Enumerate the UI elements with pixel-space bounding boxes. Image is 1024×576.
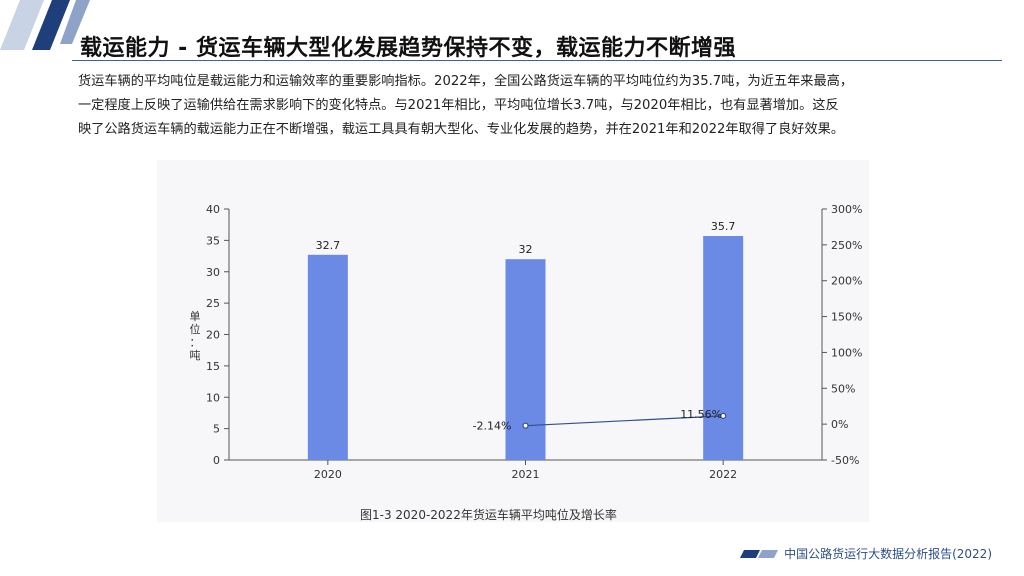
bar <box>307 254 348 460</box>
bar-data-label: 35.7 <box>711 220 736 233</box>
bar <box>703 235 744 460</box>
tonnage-growth-chart: 0 5 10 15 20 25 30 35 40 -50% 0% 50% 100% 150% 200% 250… <box>190 203 863 481</box>
bar-data-label: 32 <box>519 243 533 256</box>
x-tick-label: 2021 <box>512 468 540 481</box>
y-right-tick-label: 100% <box>831 346 862 359</box>
growth-line <box>525 415 724 427</box>
chart-panel: 0 5 10 15 20 25 30 35 40 -50% 0% 50% 100% 150% 200% 250… <box>157 160 869 522</box>
header-decoration <box>0 0 90 50</box>
footer-report-title: 中国公路货运行大数据分析报告(2022) <box>784 547 992 561</box>
y-right-tick-label: 50% <box>831 382 855 395</box>
title-divider <box>72 60 1002 61</box>
growth-point <box>720 412 727 419</box>
bar-data-label: 32.7 <box>316 239 341 252</box>
y-axis-title: 单位：吨 <box>190 310 201 362</box>
bar <box>505 259 546 460</box>
y-right-tick-label: 250% <box>831 239 862 252</box>
y-right-tick-label: 0% <box>831 418 848 431</box>
y-left-tick-label: 30 <box>206 266 220 279</box>
intro-line: 货运车辆的平均吨位是载运能力和运输效率的重要影响指标。2022年，全国公路货运车… <box>78 74 854 89</box>
y-right-tick-label: -50% <box>831 454 859 467</box>
growth-data-label: 11.56% <box>680 408 722 421</box>
y-left-tick-label: 40 <box>206 203 220 216</box>
y-left-tick-label: 0 <box>213 454 220 467</box>
intro-line: 一定程度上反映了运输供给在需求影响下的变化特点。与2021年相比，平均吨位增长3… <box>78 98 839 113</box>
y-left-tick-label: 35 <box>206 234 220 247</box>
y-left-tick-label: 20 <box>206 329 220 342</box>
x-tick-label: 2022 <box>709 468 737 481</box>
y-right-tick-label: 150% <box>831 311 862 324</box>
y-right-tick-label: 200% <box>831 275 862 288</box>
page-title: 载运能力 - 货运车辆大型化发展趋势保持不变，载运能力不断增强 <box>80 36 736 61</box>
chart-caption: 图1-3 2020-2022年货运车辆平均吨位及增长率 <box>360 508 617 522</box>
x-tick-label: 2020 <box>314 468 342 481</box>
intro-paragraph: 货运车辆的平均吨位是载运能力和运输效率的重要影响指标。2022年，全国公路货运车… <box>78 70 968 142</box>
y-right-tick-label: 300% <box>831 203 862 216</box>
y-left-tick-label: 10 <box>206 391 220 404</box>
footer-marks <box>740 548 779 560</box>
y-left-tick-label: 5 <box>213 423 220 436</box>
intro-line: 映了公路货运车辆的载运能力正在不断增强，载运工具具有朝大型化、专业化发展的趋势，… <box>78 122 845 137</box>
growth-point <box>522 422 529 429</box>
growth-data-label: -2.14% <box>473 420 512 433</box>
footer: 中国公路货运行大数据分析报告(2022) <box>740 545 992 562</box>
y-left-tick-label: 15 <box>206 360 220 373</box>
y-left-tick-label: 25 <box>206 297 220 310</box>
footer-stripes-icon <box>740 549 779 558</box>
